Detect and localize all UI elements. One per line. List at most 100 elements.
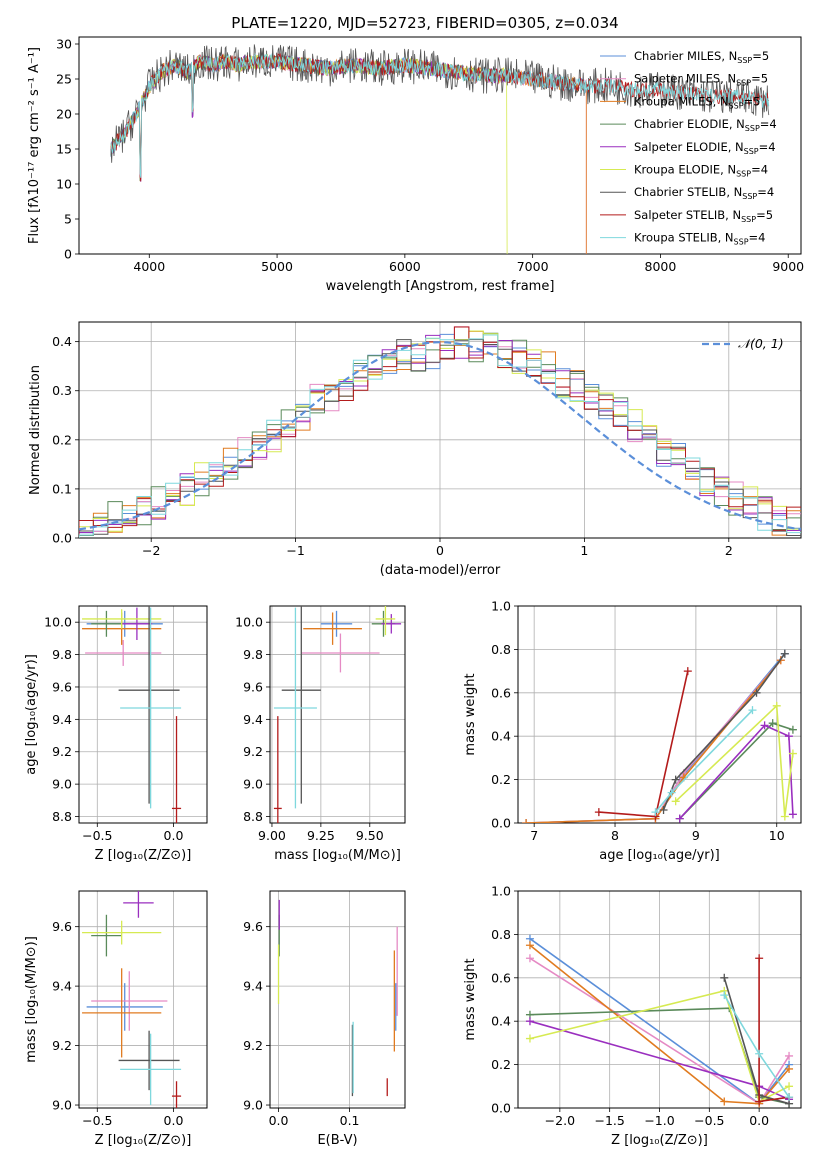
legend-label: Kroupa ELODIE, N: [634, 163, 736, 177]
y-tick-label: 9.0: [52, 1098, 72, 1113]
mass-vs-Z-grid: [79, 891, 207, 1108]
x-tick-label: 0: [436, 543, 444, 558]
age-vs-mass-xlabel: mass [log₁₀(M/M⊙)]: [274, 848, 401, 863]
legend-tail: =4: [751, 163, 768, 177]
y-tick-label: 9.4: [243, 712, 263, 727]
age-vs-mass-ticks: 9.00 9.25 9.50 8.8 9.0 9.2 9.4 9.6 9.8 10.0: [235, 615, 384, 843]
weight-marker: [772, 701, 781, 710]
legend-label: Chabrier ELODIE, N: [634, 117, 745, 131]
weight-marker: [785, 1093, 794, 1102]
legend-label: Salpeter STELIB, N: [634, 208, 741, 222]
x-tick-label: 0.0: [164, 1113, 184, 1128]
weight-marker: [780, 812, 789, 821]
weight-vs-Z-frame: [517, 890, 802, 1109]
x-tick-label: 1: [580, 543, 588, 558]
legend-entry: 𝒩(0, 1): [738, 336, 784, 351]
y-tick-label: 0.2: [491, 772, 511, 787]
x-tick-label: 0.1: [340, 1113, 360, 1128]
age-vs-mass-panel: 9.00 9.25 9.50 8.8 9.0 9.2 9.4 9.6 9.8 10.0 mass […: [235, 605, 406, 863]
x-tick-label: −1.5: [594, 1113, 624, 1128]
y-tick-label: 10.0: [44, 615, 72, 630]
x-tick-label: −1: [286, 543, 304, 558]
x-tick-label: 0.0: [269, 1113, 289, 1128]
weight-vs-age-plot-area: [522, 649, 797, 823]
legend-subscript: SSP: [742, 192, 757, 201]
figure-title: PLATE=1220, MJD=52723, FIBERID=0305, z=0…: [231, 14, 618, 32]
residuals-ticks: −2 −1 0 1 2 0.0 0.1 0.2 0.3 0.4: [52, 334, 733, 558]
weight-vs-age-ticks: 7 8 9 10 0.0 0.2 0.4 0.6 0.8 1.0: [491, 599, 785, 844]
weight-marker: [788, 810, 797, 819]
legend-label: Salpeter MILES, N: [634, 72, 736, 86]
age-vs-Z-frame: [78, 605, 208, 824]
weight-line: [675, 704, 794, 817]
legend-entry: Chabrier STELIB, NSSP=4: [634, 185, 774, 201]
y-tick-label: 9.2: [243, 744, 263, 759]
x-tick-label: −0.5: [82, 1113, 112, 1128]
weight-marker: [720, 1097, 729, 1106]
weight-vs-Z-panel: −2.0 −1.5 −1.0 −0.5 0.0 0.0 0.2 0.4 0.6 0.8 1.0 Z […: [463, 884, 802, 1148]
weight-vs-Z-plot-area: [525, 934, 794, 1108]
spectrum-panel: 4000 5000 6000 7000 8000 9000 0 5 10 15 20 25 30 wave…: [27, 36, 804, 294]
y-tick-label: 8.8: [52, 809, 72, 824]
y-tick-label: 0.4: [52, 334, 72, 349]
y-tick-label: 1.0: [491, 884, 511, 899]
y-tick-label: 9.4: [52, 712, 72, 727]
weight-marker: [788, 725, 797, 734]
y-tick-label: 0.3: [52, 383, 72, 398]
spectrum-plot-area: [110, 44, 770, 254]
mass-vs-ebv-xlabel: E(B-V): [317, 1133, 357, 1148]
x-tick-label: 8: [611, 828, 619, 843]
weight-line: [529, 944, 790, 1105]
weight-marker: [785, 1082, 794, 1091]
x-tick-label: −1.0: [644, 1113, 674, 1128]
y-tick-label: 9.6: [52, 919, 72, 934]
x-tick-label: 7: [530, 828, 538, 843]
y-tick-label: 9.6: [243, 919, 263, 934]
mass-vs-Z-plot-area: [82, 891, 182, 1108]
legend-label: Kroupa STELIB, N: [634, 231, 734, 245]
mass-vs-ebv-panel: 0.0 0.1 9.0 9.2 9.4 9.6 E(B-V): [243, 890, 406, 1148]
legend-entry: Kroupa ELODIE, NSSP=4: [634, 163, 768, 179]
weight-marker: [768, 719, 777, 728]
mass-vs-Z-ylabel: mass [log₁₀(M/M⊙)]: [24, 936, 39, 1063]
legend-tail: =5: [744, 94, 761, 108]
x-tick-label: −0.5: [694, 1113, 724, 1128]
y-tick-label: 0.8: [491, 642, 511, 657]
age-vs-Z-grid: [79, 606, 207, 823]
weight-line: [529, 989, 790, 1103]
weight-marker: [671, 775, 680, 784]
y-tick-label: 0.2: [52, 432, 72, 447]
spectrum-xlabel: wavelength [Angstrom, rest frame]: [326, 279, 555, 294]
weight-marker: [785, 1064, 794, 1073]
weight-marker: [683, 667, 692, 676]
y-tick-label: 9.4: [52, 979, 72, 994]
y-tick-label: 0.1: [52, 481, 72, 496]
legend-tail: =4: [759, 140, 776, 154]
x-tick-label: 9.50: [356, 828, 384, 843]
y-tick-label: 0.6: [491, 685, 511, 700]
residuals-ylabel: Normed distribution: [28, 365, 43, 495]
x-tick-label: −0.5: [82, 828, 112, 843]
weight-marker: [525, 1017, 534, 1026]
legend-subscript: SSP: [737, 56, 752, 65]
y-tick-label: 10: [56, 177, 72, 192]
y-tick-label: 9.8: [243, 647, 263, 662]
weight-marker: [525, 954, 534, 963]
normal-curve: [79, 341, 801, 531]
weight-vs-age-panel: 7 8 9 10 0.0 0.2 0.4 0.6 0.8 1.0 age [log₁₀(age/yr…: [463, 599, 802, 863]
y-tick-label: 25: [56, 72, 72, 87]
residuals-xlabel: (data-model)/error: [380, 563, 501, 578]
weight-marker: [755, 1097, 764, 1106]
residuals-frame: [78, 321, 802, 539]
mass-vs-ebv-plot-area: [277, 899, 398, 1097]
x-tick-label: 0.0: [164, 828, 184, 843]
weight-marker: [675, 814, 684, 823]
legend-tail: =5: [752, 49, 769, 63]
age-vs-Z-plot-area: [82, 606, 182, 823]
x-tick-label: 7000: [517, 259, 549, 274]
x-tick-label: 8000: [645, 259, 677, 274]
weight-vs-age-ylabel: mass weight: [463, 673, 478, 755]
weight-marker: [667, 788, 676, 797]
